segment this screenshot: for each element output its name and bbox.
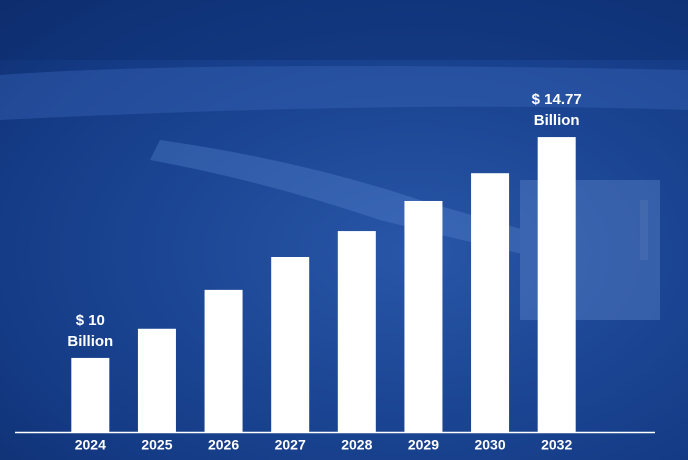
sky: [0, 0, 688, 60]
x-tick-label: 2029: [408, 437, 439, 453]
bar: [71, 357, 110, 432]
chimney: [640, 200, 648, 260]
x-tick-label: 2028: [341, 437, 372, 453]
river: [150, 140, 640, 280]
x-tick-label: 2024: [75, 437, 106, 453]
x-tick-label: 2030: [474, 437, 505, 453]
bar: [537, 137, 576, 432]
x-tick-label: 2027: [275, 437, 306, 453]
bar: [271, 257, 310, 432]
bar: [337, 231, 376, 432]
x-tick-label: 2032: [541, 437, 572, 453]
bar: [404, 200, 443, 432]
bar: [471, 173, 510, 432]
horizon: [0, 66, 688, 120]
x-tick-label: 2025: [141, 437, 172, 453]
value-label: $ 14.77 Billion: [531, 91, 582, 130]
background-scenery: [0, 0, 688, 320]
bar: [137, 328, 176, 432]
bar: [204, 289, 243, 432]
value-label: $ 10 Billion: [67, 311, 114, 350]
x-tick-label: 2026: [208, 437, 239, 453]
